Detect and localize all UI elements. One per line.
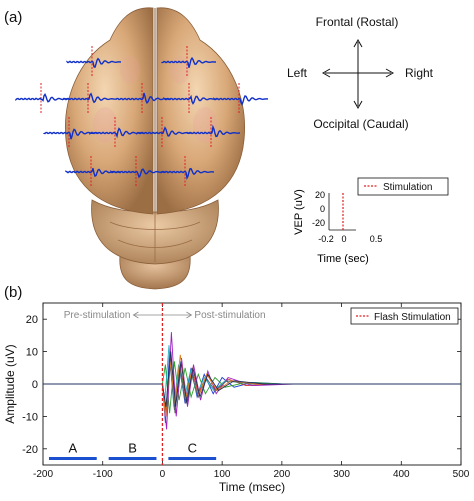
electrode-waveform — [43, 128, 99, 140]
electrode-trace — [161, 46, 217, 76]
x-tick-label: -100 — [93, 469, 113, 480]
inset-xtick-0: 0 — [341, 234, 346, 244]
arrowhead-up-icon — [353, 38, 363, 48]
inset-ytick-neg20: -20 — [312, 218, 325, 228]
electrode-waveform — [161, 56, 217, 68]
series-line-2 — [43, 358, 461, 417]
electrode-waveform — [62, 92, 118, 104]
panel-a-label: (a) — [4, 9, 23, 26]
segment-label-B: B — [128, 441, 137, 456]
brain-illustration — [65, 7, 245, 290]
panel-a: Frontal (Rostal) Occipital (Caudal) Left… — [15, 7, 449, 290]
electrode-waveform — [116, 92, 172, 105]
right-hemisphere — [156, 7, 245, 215]
electrode-trace — [213, 83, 269, 113]
x-tick-label: 400 — [393, 469, 410, 480]
electrode-trace — [116, 83, 172, 113]
inset-legend-box — [357, 177, 449, 196]
segment-label-C: C — [188, 441, 197, 456]
arrowhead-right-icon — [186, 311, 193, 319]
electrode-waveform — [66, 57, 122, 68]
legend-label: Flash Stimulation — [374, 312, 451, 323]
inset-xtick-05: 0.5 — [370, 234, 383, 244]
y-tick-label: -10 — [22, 411, 38, 423]
series-line-4 — [43, 332, 461, 430]
electrode-waveform — [136, 126, 192, 137]
y-tick-label: 10 — [26, 347, 38, 359]
orientation-compass: Frontal (Rostal) Occipital (Caudal) Left… — [287, 15, 434, 131]
electrode-trace — [15, 83, 70, 113]
electrode-trace — [159, 156, 215, 186]
brainstem — [119, 254, 191, 290]
series-line-3 — [43, 361, 461, 414]
x-tick-label: -200 — [33, 469, 53, 480]
electrode-trace — [163, 83, 218, 113]
y-tick-label: 20 — [26, 314, 38, 326]
inset-ylabel: VEP (uV) — [293, 189, 305, 235]
arrowhead-left-icon — [132, 311, 139, 319]
segment-label-A: A — [69, 441, 78, 456]
left-label: Left — [287, 66, 308, 80]
electrode-trace — [110, 156, 165, 186]
x-tick-label: 500 — [453, 469, 470, 480]
electrode-waveform — [185, 124, 241, 138]
arrowhead-left-icon — [321, 68, 331, 78]
y-axis-label: Amplitude (uV) — [3, 344, 17, 423]
electrode-waveform — [213, 95, 269, 106]
pre-stimulation-annotation: Pre-stimulation — [64, 310, 131, 321]
electrode-trace — [185, 117, 241, 147]
series-line-5 — [43, 345, 461, 407]
left-hemisphere — [65, 7, 154, 215]
electrode-trace — [43, 117, 99, 147]
inset-xlabel: Time (sec) — [317, 253, 369, 265]
inset-ytick-20: 20 — [315, 190, 325, 200]
panel-b-label: (b) — [4, 284, 23, 301]
electrode-waveform — [89, 127, 144, 139]
electrode-trace — [89, 117, 144, 147]
inset-xtick-neg02: -0.2 — [318, 234, 334, 244]
legend-box — [350, 307, 459, 325]
series-line-1 — [43, 351, 461, 423]
x-tick-label: 0 — [160, 469, 166, 480]
electrode-waveform — [163, 94, 218, 105]
electrode-trace — [62, 83, 118, 113]
right-label: Right — [405, 66, 434, 80]
inset-ytick-0: 0 — [320, 204, 325, 214]
inset-legend-text: Stimulation — [383, 182, 432, 193]
frontal-label: Frontal (Rostal) — [316, 15, 399, 29]
arrowhead-right-icon — [385, 68, 395, 78]
electrode-waveform — [159, 167, 215, 180]
vep-scale-inset: Stimulation 20 0 -20 -0.2 0 0.5 VEP (uV)… — [293, 177, 449, 265]
post-stimulation-annotation: Post-stimulation — [194, 310, 265, 321]
series-line-8 — [43, 351, 461, 407]
occipital-label: Occipital (Caudal) — [313, 117, 408, 131]
electrode-waveform — [110, 168, 165, 179]
electrode-waveform — [15, 93, 70, 103]
electrode-traces — [15, 46, 269, 186]
x-tick-label: 300 — [333, 469, 350, 480]
y-tick-label: -20 — [22, 444, 38, 456]
plot-frame — [42, 302, 462, 466]
electrode-trace — [136, 117, 192, 147]
arrowhead-down-icon — [353, 100, 363, 110]
x-tick-label: 200 — [274, 469, 291, 480]
x-axis-label: Time (msec) — [219, 480, 285, 494]
x-tick-label: 100 — [214, 469, 231, 480]
series-line-6 — [43, 364, 461, 414]
electrode-trace — [66, 46, 122, 76]
y-tick-label: 0 — [32, 379, 38, 391]
series-line-7 — [43, 354, 461, 417]
